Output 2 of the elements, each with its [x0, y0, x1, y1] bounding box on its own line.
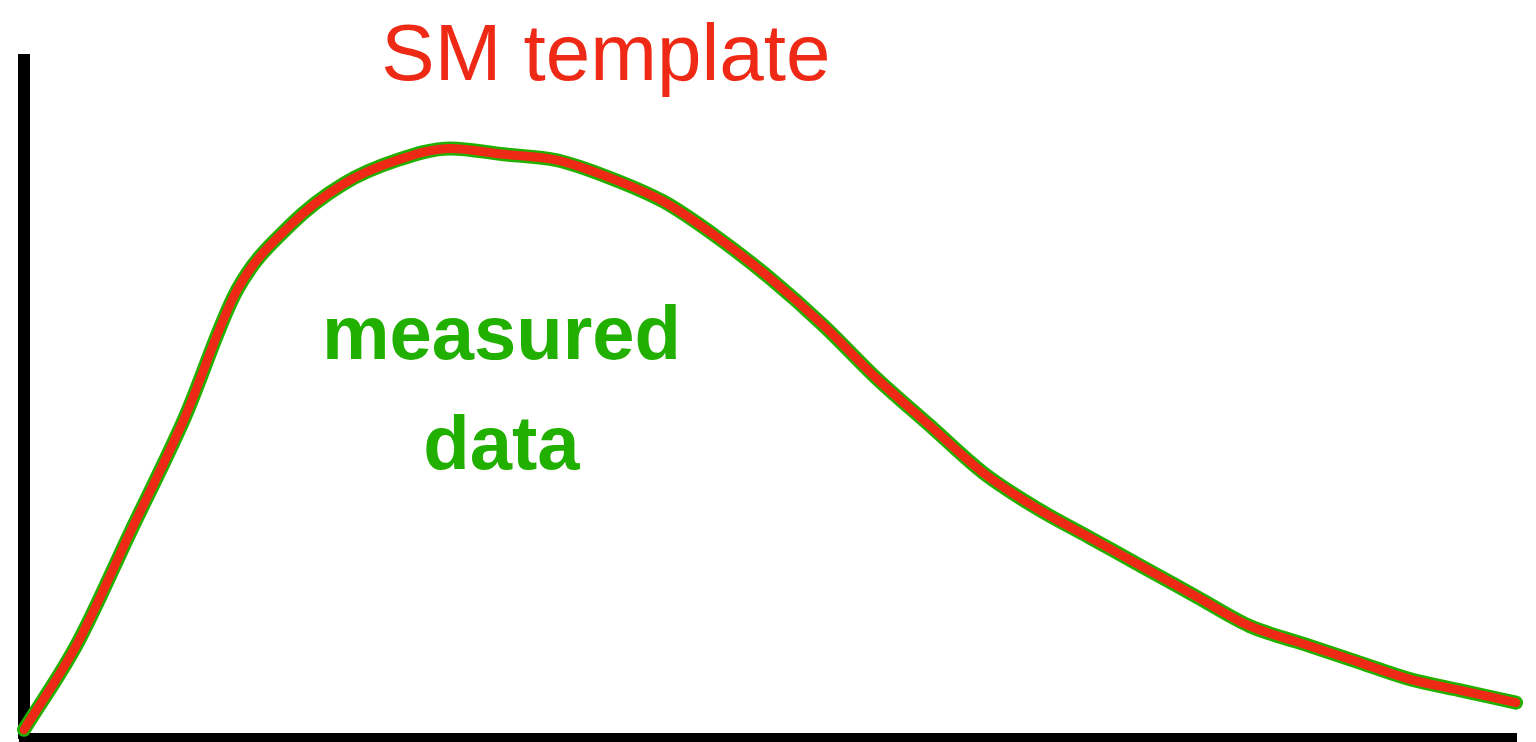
series-label: SM template [381, 8, 831, 98]
series-label: measured data [321, 289, 681, 485]
